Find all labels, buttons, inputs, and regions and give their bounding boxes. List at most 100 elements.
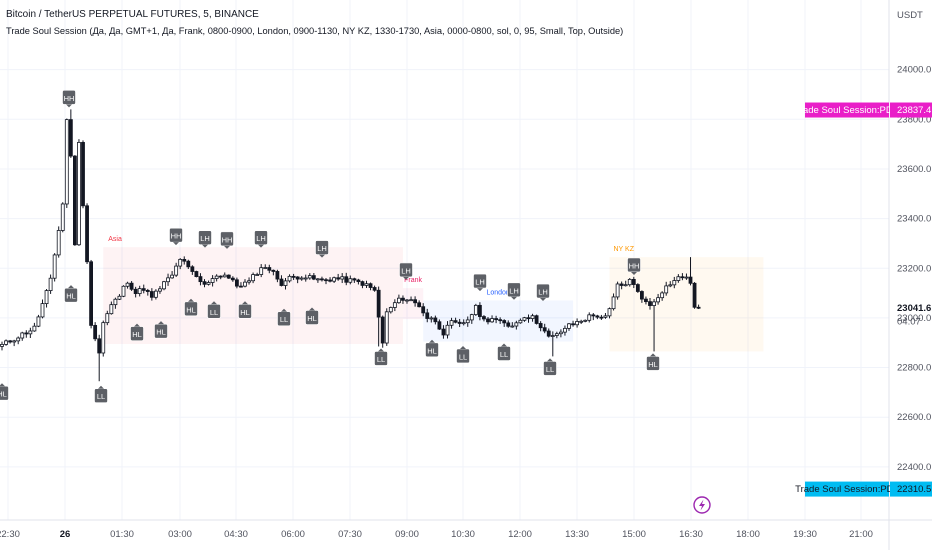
- candle: [117, 294, 122, 301]
- candle: [85, 203, 89, 265]
- pdl-label[interactable]: Trade Soul Session:PDL 22310.5: [795, 481, 932, 497]
- swing-label-text: HL: [132, 330, 142, 339]
- candle: [283, 277, 288, 290]
- candle: [575, 318, 579, 328]
- candle: [40, 299, 45, 319]
- x-tick-label: 12:00: [508, 529, 532, 540]
- candle: [518, 318, 523, 324]
- candle: [449, 317, 454, 329]
- swing-label-text: HL: [427, 346, 437, 355]
- x-tick-label: 10:30: [451, 529, 475, 540]
- swing-label-ll: LL: [94, 385, 108, 403]
- swing-label-text: HL: [0, 390, 7, 399]
- candle: [567, 323, 571, 331]
- countdown-label: 04:07: [897, 317, 921, 328]
- pdh-label[interactable]: Trade Soul Session:PDH 23837.4: [794, 102, 932, 118]
- swing-label-lh: LH: [473, 273, 487, 292]
- candle: [198, 273, 203, 286]
- candle: [320, 276, 324, 282]
- candle: [526, 314, 531, 323]
- candle-layer: [0, 109, 701, 382]
- y-tick-label: 23000.0: [897, 313, 931, 324]
- candle: [186, 259, 191, 269]
- x-tick-label: 03:00: [168, 529, 192, 540]
- candle: [668, 281, 673, 288]
- swing-label-text: LH: [401, 266, 411, 275]
- swing-label-text: HL: [648, 360, 658, 369]
- candle: [696, 304, 701, 310]
- candle: [24, 330, 29, 338]
- swing-label-lh: LH: [507, 282, 521, 300]
- x-tick-label: 06:00: [281, 529, 305, 540]
- symbol-title[interactable]: Bitcoin / TetherUS PERPETUAL FUTURES, 5,…: [6, 9, 259, 20]
- candle: [477, 302, 482, 321]
- y-tick-label: 23800.0: [897, 114, 931, 125]
- swing-label-hl: HL: [238, 301, 252, 319]
- candle: [226, 274, 231, 279]
- candle: [182, 256, 187, 265]
- candle: [648, 297, 652, 310]
- swing-label-hl: HL: [646, 353, 660, 371]
- candle: [73, 155, 77, 246]
- candle: [243, 279, 247, 288]
- candle: [660, 291, 665, 301]
- swing-label-hl: HL: [425, 339, 439, 358]
- swing-label-text: LH: [538, 288, 548, 297]
- candle: [279, 275, 284, 287]
- candle: [494, 315, 499, 324]
- candle: [401, 295, 405, 304]
- candle: [64, 118, 69, 208]
- candle: [441, 325, 446, 339]
- y-tick-label: 22600.0: [897, 412, 931, 423]
- swing-label-lh: LH: [254, 230, 268, 248]
- candle: [56, 226, 61, 258]
- session-box-frank: [402, 288, 424, 320]
- candle: [210, 275, 215, 287]
- swing-label-hl: HL: [64, 285, 78, 303]
- candle: [0, 341, 4, 351]
- swing-label-lh: LH: [198, 230, 212, 248]
- indicator-title[interactable]: Trade Soul Session (Да, Да, GMT+1, Да, F…: [6, 26, 624, 36]
- candle: [510, 322, 515, 328]
- candle: [672, 276, 677, 289]
- swing-label-text: HH: [222, 235, 233, 244]
- swing-label-text: LL: [546, 365, 554, 374]
- swing-label-text: HH: [171, 232, 182, 241]
- candle: [340, 273, 345, 284]
- candle: [380, 315, 385, 348]
- candle: [396, 294, 401, 304]
- candle: [457, 318, 462, 328]
- lightning-icon[interactable]: [693, 496, 711, 514]
- candle: [93, 322, 98, 342]
- candle: [234, 277, 239, 289]
- candle: [202, 279, 207, 288]
- candle: [417, 300, 422, 308]
- candle: [429, 316, 434, 323]
- swing-label-lh: LH: [536, 283, 550, 302]
- swing-label-ll: LL: [277, 308, 291, 327]
- candle: [68, 109, 73, 158]
- candle: [465, 316, 470, 327]
- swing-label-text: HL: [307, 314, 317, 323]
- candle: [599, 314, 604, 320]
- candle: [4, 339, 8, 346]
- candle: [28, 327, 33, 338]
- currency-label[interactable]: USDT: [897, 10, 923, 21]
- y-tick-label: 23600.0: [897, 164, 931, 175]
- swing-label-hl: HL: [305, 307, 319, 325]
- candle: [190, 265, 195, 275]
- candle: [303, 274, 308, 282]
- swing-label-text: LL: [459, 352, 467, 361]
- candle: [587, 312, 592, 323]
- candle: [214, 274, 219, 282]
- candle: [77, 139, 81, 246]
- candle: [97, 334, 102, 382]
- swing-label-hh: HH: [220, 231, 234, 249]
- swing-label-text: HL: [66, 292, 76, 301]
- swing-label-text: LH: [509, 286, 519, 295]
- swing-label-text: HL: [186, 305, 196, 314]
- candle: [20, 331, 25, 341]
- swing-label-text: LL: [280, 315, 288, 324]
